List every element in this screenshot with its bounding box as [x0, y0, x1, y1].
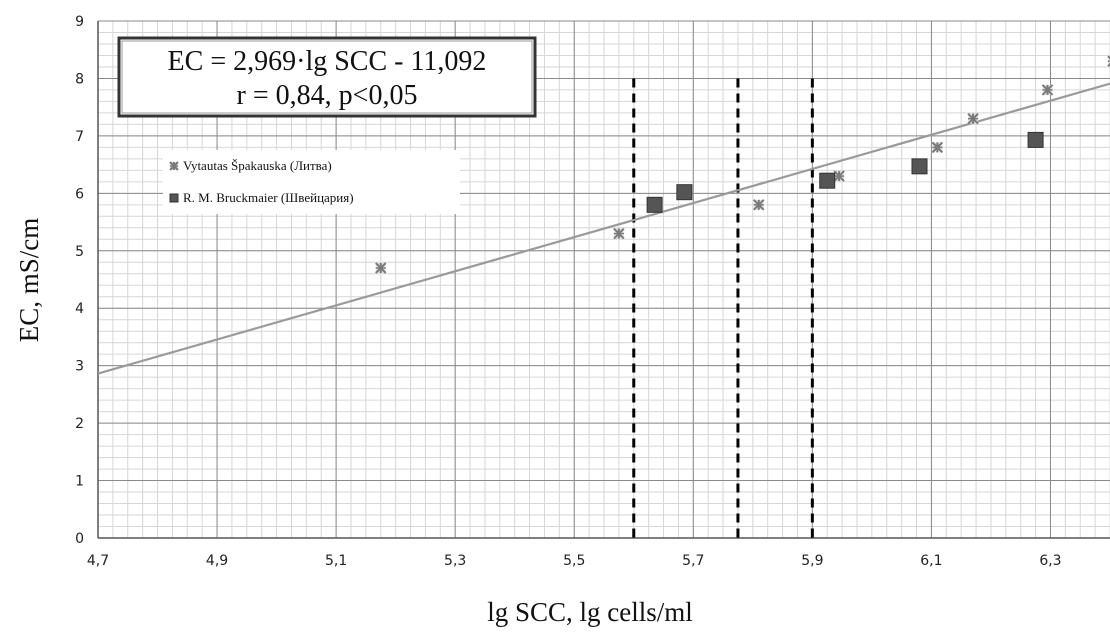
- legend-label-series-1: Vytautas Špakauska (Литва): [183, 158, 332, 173]
- y-tick-label: 9: [75, 14, 84, 30]
- equation-box: EC = 2,969·lg SCC - 11,092 r = 0,84, p<0…: [117, 36, 537, 118]
- y-tick-label: 0: [75, 531, 84, 547]
- data-points: [375, 55, 1110, 274]
- y-tick-label: 6: [75, 186, 84, 202]
- legend: Vytautas Špakauska (Литва) R. M. Bruckma…: [163, 150, 460, 214]
- data-point-series-2: [646, 196, 663, 213]
- x-tick-label: 4,7: [87, 553, 109, 569]
- data-point-series-2: [676, 184, 693, 201]
- marker-square: [676, 184, 693, 201]
- marker-square: [911, 158, 928, 175]
- data-point-series-1: [375, 262, 387, 274]
- x-tick-label: 5,3: [444, 553, 466, 569]
- x-tick-label: 5,5: [563, 553, 585, 569]
- y-tick-label: 2: [75, 416, 84, 432]
- x-tick-label: 5,7: [682, 553, 704, 569]
- legend-marker-square: [169, 193, 179, 203]
- y-tick-label: 4: [75, 301, 84, 317]
- threshold-lines: [632, 78, 814, 538]
- data-point-series-1: [753, 199, 765, 211]
- data-point-series-1: [931, 141, 944, 154]
- y-axis-title: EC, mS/cm: [14, 218, 44, 343]
- data-point-series-1: [967, 112, 979, 125]
- legend-label-series-2: R. M. Bruckmaier (Швейцария): [183, 190, 354, 205]
- x-tick-label: 5,1: [325, 553, 347, 569]
- y-tick-label: 8: [75, 71, 84, 87]
- data-point-series-2: [911, 158, 928, 175]
- stats-text: r = 0,84, p<0,05: [237, 80, 418, 111]
- marker-square: [819, 172, 836, 189]
- legend-marker-asterisk: [169, 161, 179, 171]
- grid: [97, 20, 1110, 539]
- marker-square: [1027, 131, 1044, 148]
- x-tick-label: 4,9: [206, 553, 228, 569]
- y-tick-label: 1: [75, 474, 84, 490]
- x-tick-label: 6,3: [1039, 553, 1061, 569]
- data-point-series-1: [1041, 84, 1054, 96]
- marker-square: [646, 196, 663, 213]
- x-tick-label: 5,9: [801, 553, 823, 569]
- data-point-series-2: [819, 172, 836, 189]
- data-point-series-1: [833, 170, 845, 182]
- x-axis-title: lg SCC, lg cells/ml: [487, 597, 693, 627]
- trendline: [97, 82, 1110, 375]
- trendline-path: [97, 82, 1110, 375]
- marker-square: [169, 193, 179, 203]
- y-tick-label: 5: [75, 244, 84, 260]
- data-point-series-1: [613, 227, 625, 240]
- y-tick-label: 3: [75, 359, 84, 375]
- tick-labels: 4,7 4,9 5,1 5,3 5,5 5,7 5,9 6,1 6,3 0 1 2 3 4 5 6 7 8 9: [75, 14, 1062, 569]
- equation-text: EC = 2,969·lg SCC - 11,092: [168, 46, 487, 77]
- x-tick-label: 6,1: [920, 553, 942, 569]
- data-point-series-2: [1027, 131, 1044, 148]
- y-tick-label: 7: [75, 129, 84, 145]
